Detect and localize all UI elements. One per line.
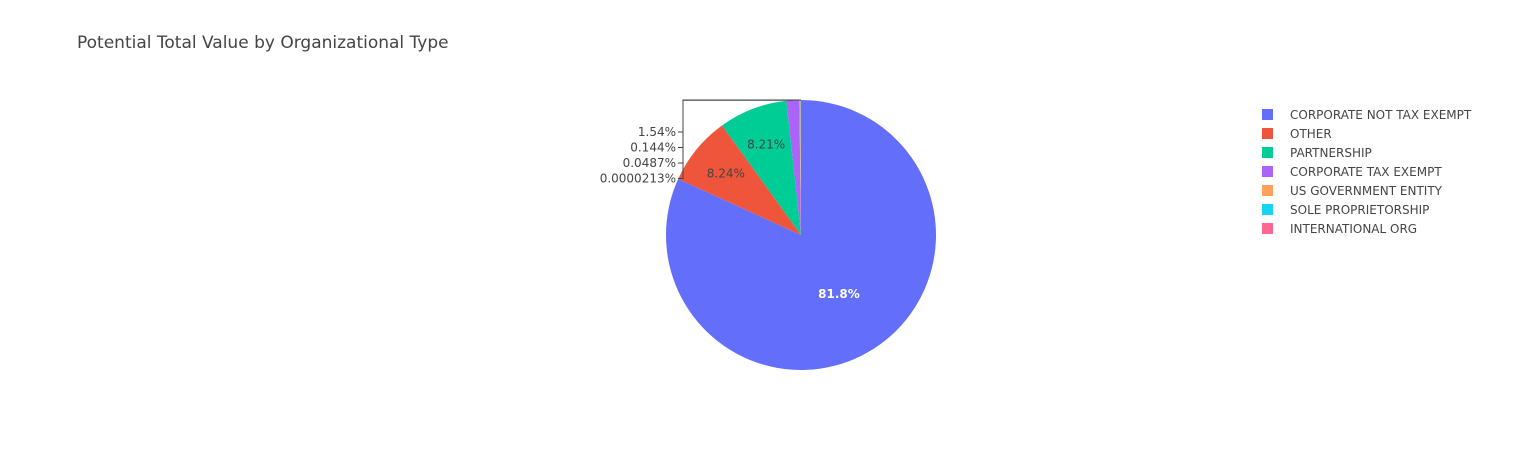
pie-slice-other[interactable]: [678, 125, 801, 235]
slice-label-us-government-entity: 0.144%: [630, 141, 676, 155]
legend-swatch: [1262, 128, 1273, 139]
legend-label: INTERNATIONAL ORG: [1290, 221, 1418, 236]
legend-label: CORPORATE NOT TAX EXEMPT: [1290, 107, 1472, 122]
legend-item-us-government-entity[interactable]: US GOVERNMENT ENTITY: [1262, 181, 1471, 200]
legend-label: SOLE PROPRIETORSHIP: [1290, 202, 1430, 217]
legend-swatch: [1262, 147, 1273, 158]
legend-swatch: [1262, 223, 1273, 234]
chart-title: Potential Total Value by Organizational …: [77, 33, 449, 53]
legend-item-other[interactable]: OTHER: [1262, 124, 1471, 143]
legend-item-partnership[interactable]: PARTNERSHIP: [1262, 143, 1471, 162]
legend: CORPORATE NOT TAX EXEMPT OTHER PARTNERSHIP…: [1262, 105, 1471, 238]
legend-item-sole-proprietorship[interactable]: SOLE PROPRIETORSHIP: [1262, 200, 1471, 219]
legend-item-international-org[interactable]: INTERNATIONAL ORG: [1262, 219, 1471, 238]
slice-label-corporate-tax-exempt: 1.54%: [638, 125, 676, 139]
legend-swatch: [1262, 166, 1273, 177]
legend-label: PARTNERSHIP: [1290, 145, 1372, 160]
slice-label-sole-proprietorship: 0.0487%: [623, 156, 676, 170]
legend-label: OTHER: [1290, 126, 1332, 141]
connector-international-org: [678, 99, 801, 179]
slice-label-partnership: 8.21%: [747, 137, 785, 151]
legend-label: US GOVERNMENT ENTITY: [1290, 183, 1442, 198]
slice-label-other: 8.24%: [707, 166, 745, 180]
legend-label: CORPORATE TAX EXEMPT: [1290, 164, 1442, 179]
pie-slice-us-government-entity[interactable]: [799, 100, 801, 235]
slice-label-international-org: 0.0000213%: [600, 172, 676, 186]
legend-swatch: [1262, 204, 1273, 215]
pie-slice-partnership[interactable]: [722, 100, 801, 235]
legend-swatch: [1262, 109, 1273, 120]
legend-item-corporate-not-tax-exempt[interactable]: CORPORATE NOT TAX EXEMPT: [1262, 105, 1471, 124]
pie-slice-corporate-tax-exempt[interactable]: [786, 100, 801, 235]
slice-label-corporate-not-tax-exempt: 81.8%: [818, 287, 860, 301]
legend-item-corporate-tax-exempt[interactable]: CORPORATE TAX EXEMPT: [1262, 162, 1471, 181]
legend-swatch: [1262, 185, 1273, 196]
